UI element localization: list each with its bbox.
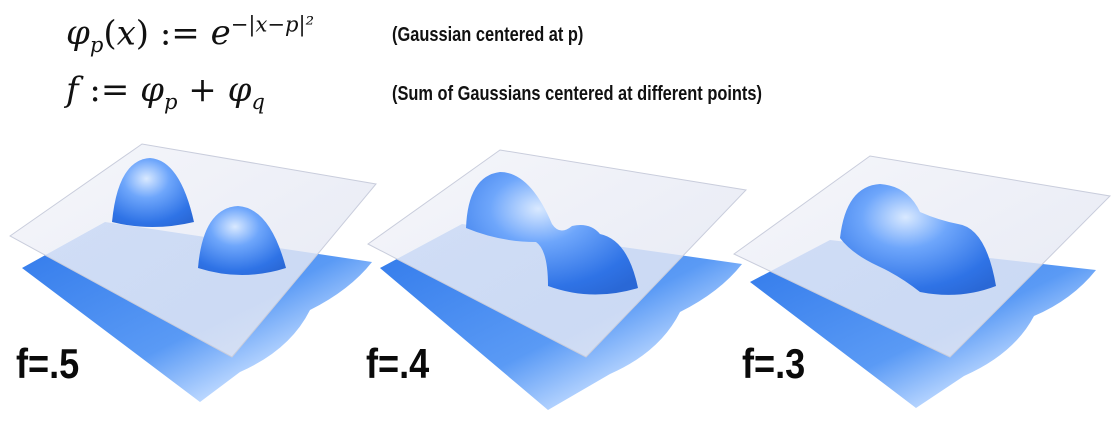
bump-p xyxy=(112,158,194,227)
panel-f-04 xyxy=(367,149,748,410)
panel-f-05 xyxy=(9,143,377,402)
merged-bumps xyxy=(840,184,996,295)
sum-equation: f := φp + φq xyxy=(66,70,265,114)
label-f-05: f=.5 xyxy=(16,340,80,387)
merged-bumps xyxy=(466,172,638,295)
level-plane xyxy=(9,143,377,358)
sum-caption: (Sum of Gaussians centered at different … xyxy=(392,83,762,105)
gaussian-caption: (Gaussian centered at p) xyxy=(392,24,584,46)
gaussian-equation: φp(x) := e−|x−p|² xyxy=(66,12,315,58)
bump-q xyxy=(198,206,286,275)
label-f-03: f=.3 xyxy=(742,340,806,387)
label-f-04: f=.4 xyxy=(366,340,430,387)
panel-f-03 xyxy=(733,155,1112,408)
